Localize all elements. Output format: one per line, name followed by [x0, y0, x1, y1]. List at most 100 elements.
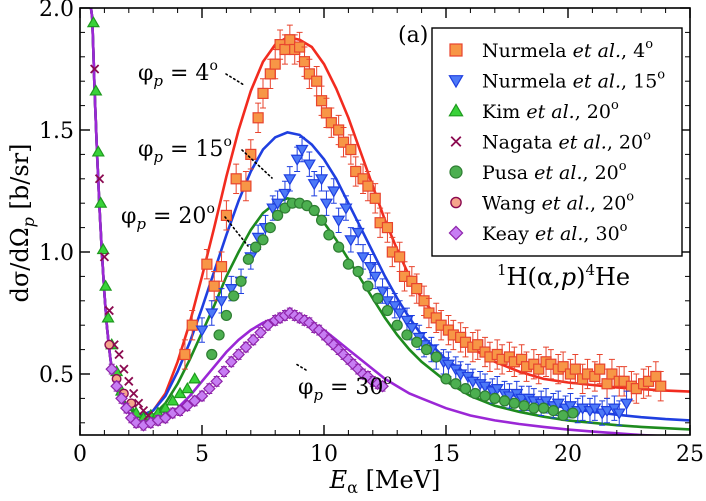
- curve-label-leader: [224, 216, 249, 247]
- data-point: [376, 379, 389, 393]
- x-axis-label: Eα [MeV]: [329, 466, 441, 497]
- data-point: [181, 399, 194, 413]
- data-point: [206, 348, 218, 361]
- data-point: [547, 405, 559, 417]
- data-point: [508, 397, 520, 409]
- data-point: [119, 364, 129, 374]
- reaction-label: 1H(α,p)4He: [497, 261, 630, 291]
- data-point: [220, 309, 232, 322]
- y-axis-label-main: dσ/dΩ: [6, 227, 34, 302]
- data-point: [272, 209, 284, 221]
- data-point: [298, 56, 311, 68]
- data-point: [295, 144, 309, 157]
- data-point: [257, 87, 269, 100]
- legend-degree: o: [611, 98, 619, 113]
- y-tick-label: 2.0: [39, 0, 74, 22]
- legend-label: Keay et al., 30o: [482, 220, 628, 245]
- data-point: [339, 203, 353, 215]
- curve-label-20deg: φp = 20o: [121, 201, 215, 233]
- y-axis-label-sub: p: [19, 217, 38, 227]
- data-point: [133, 398, 144, 408]
- data-point: [655, 380, 667, 392]
- data-point: [381, 222, 394, 234]
- y-axis-label: dσ/dΩp [b/sr]: [6, 144, 38, 303]
- data-point: [394, 251, 406, 263]
- data-point: [224, 284, 238, 296]
- data-point: [208, 280, 220, 292]
- data-point: [105, 362, 119, 376]
- x-axis-label-sub: α: [347, 478, 358, 497]
- legend-angle: , 20: [575, 101, 611, 123]
- curve-label-eq: = 20: [146, 204, 206, 229]
- data-point: [350, 165, 362, 178]
- data-point: [440, 373, 452, 385]
- data-point: [261, 318, 275, 332]
- data-point: [101, 311, 115, 323]
- data-point: [352, 265, 364, 278]
- data-point: [89, 84, 103, 96]
- data-point: [250, 241, 262, 253]
- reaction-label-comma: ,: [553, 263, 561, 291]
- data-point: [195, 389, 209, 403]
- data-point: [528, 402, 540, 414]
- legend-author: Nagata: [482, 132, 558, 154]
- data-point: [332, 215, 346, 227]
- reaction-label-a: H(: [507, 263, 537, 291]
- data-point: [110, 379, 123, 393]
- data-point: [393, 308, 407, 320]
- legend-etal: et al.: [558, 132, 606, 154]
- curve-label-sub: p: [153, 72, 163, 90]
- data-point: [257, 234, 269, 246]
- series-keay-30: [105, 306, 389, 432]
- legend-etal: et al.: [526, 101, 574, 123]
- legend-entry-nurmela-4: Nurmela et al., 4o: [449, 37, 653, 62]
- reaction-label-he: He: [595, 263, 630, 291]
- legend-marker: [450, 196, 462, 209]
- data-point: [479, 390, 491, 402]
- data-point: [489, 392, 501, 404]
- legend-author: Pusa: [482, 162, 534, 184]
- data-point: [323, 229, 335, 241]
- x-tick-label: 0: [73, 442, 87, 467]
- curve-label-4deg: φp = 4o: [138, 58, 218, 90]
- data-point: [120, 401, 133, 415]
- data-point: [303, 68, 315, 80]
- legend-degree: o: [626, 190, 634, 205]
- data-point: [264, 222, 276, 234]
- legend-entry-pusa-20: Pusa et al., 20o: [449, 159, 627, 184]
- series-pusa-20: [206, 197, 579, 422]
- legend-marker: [448, 225, 464, 241]
- curve-label-eq: = 4: [163, 61, 209, 86]
- data-point: [459, 383, 472, 395]
- x-tick-label: 20: [554, 442, 582, 467]
- data-point: [376, 286, 390, 298]
- data-point: [94, 174, 105, 184]
- y-tick-label: 1.0: [39, 241, 74, 266]
- data-point: [420, 344, 433, 356]
- data-point: [271, 198, 285, 210]
- legend-entry-nurmela-15: Nurmela et al., 15o: [448, 68, 665, 93]
- curve-label-sub: p: [153, 148, 163, 166]
- data-point: [228, 290, 240, 302]
- data-point: [217, 365, 231, 378]
- data-point: [129, 388, 139, 399]
- data-point: [620, 398, 634, 410]
- data-point: [418, 295, 430, 307]
- x-tick-label: 5: [195, 442, 209, 467]
- data-point: [594, 363, 606, 375]
- data-point: [246, 333, 260, 347]
- legend-angle: , 20: [583, 162, 619, 184]
- data-point: [333, 124, 345, 136]
- data-point: [315, 95, 328, 107]
- data-point: [388, 301, 402, 313]
- legend-degree: o: [657, 68, 665, 83]
- legend-marker: [449, 43, 463, 57]
- reaction-label-suffix-sup: 4: [585, 261, 595, 279]
- legend-etal: et al.: [573, 40, 621, 62]
- curve-label-phi: φ: [121, 204, 136, 229]
- reaction-label-p: p: [561, 263, 576, 291]
- data-point: [232, 348, 245, 361]
- data-point: [569, 363, 581, 375]
- x-tick-label: 25: [676, 442, 704, 467]
- data-point: [266, 203, 280, 215]
